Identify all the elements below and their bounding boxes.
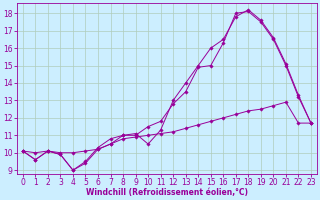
X-axis label: Windchill (Refroidissement éolien,°C): Windchill (Refroidissement éolien,°C) <box>86 188 248 197</box>
